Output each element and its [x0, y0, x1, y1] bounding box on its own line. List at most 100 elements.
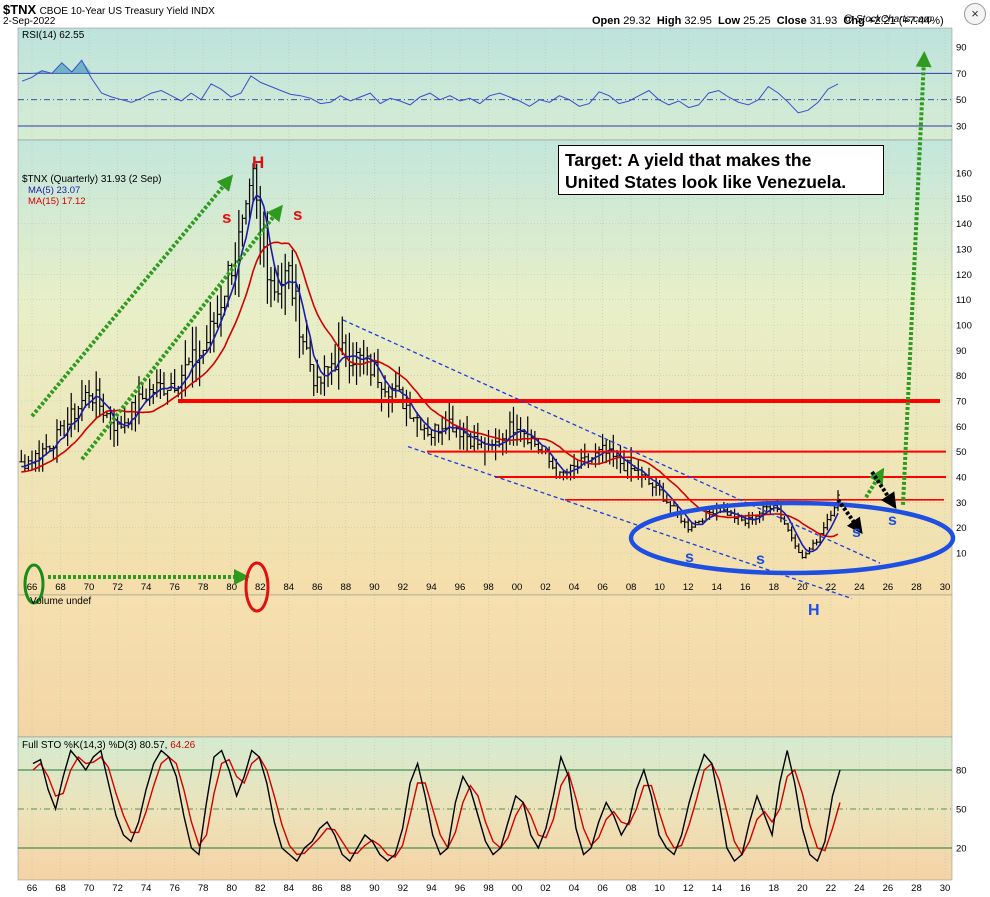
x-tick-label: 70 — [84, 582, 95, 593]
x-tick-label: 90 — [369, 883, 380, 894]
head-label-top: H — [252, 153, 264, 172]
x-tick-label: 94 — [426, 883, 437, 894]
shoulder-label-left: s — [222, 208, 231, 227]
shoulder-label-right: s — [293, 205, 302, 224]
chart-header: $TNX CBOE 10-Year US Treasury Yield INDX — [3, 2, 215, 17]
rsi-y-tick-label: 50 — [956, 95, 967, 106]
projection-arrow-down-2 — [870, 470, 897, 510]
rsi-y-tick-label: 90 — [956, 43, 967, 54]
sto-k-line — [32, 749, 841, 863]
x-tick-label: 20 — [797, 883, 808, 894]
x-tick-label: 10 — [654, 883, 665, 894]
y-tick-label: 120 — [956, 270, 972, 281]
x-tick-label: 84 — [283, 582, 294, 593]
watermark: @ StockCharts.com — [842, 14, 932, 25]
x-tick-label: 14 — [711, 582, 722, 593]
x-tick-label: 14 — [711, 883, 722, 894]
axis-layer: 66 66 68 68 70 70 72 72 74 74 76 76 78 78 80 80 82 82 84 84… — [27, 43, 972, 895]
y-tick-label: 140 — [956, 219, 972, 230]
projection-arrow-down-1 — [836, 498, 863, 535]
high-value: 32.95 — [684, 15, 712, 27]
y-tick-label: 30 — [956, 498, 967, 509]
x-tick-label: 92 — [398, 883, 409, 894]
high-label: High — [656, 15, 682, 27]
cycle-circle-66 — [23, 563, 45, 605]
x-tick-label: 70 — [84, 883, 95, 894]
x-tick-label: 84 — [283, 883, 294, 894]
legend-ma5: MA(5) 23.07 — [28, 185, 80, 196]
x-tick-label: 96 — [455, 582, 466, 593]
rsi-layer — [18, 59, 952, 127]
annotation-layer — [23, 51, 956, 613]
symbol: $TNX — [3, 2, 37, 17]
x-tick-label: 26 — [883, 582, 894, 593]
x-tick-label: 10 — [654, 582, 665, 593]
volume-title: Volume undef — [30, 596, 91, 607]
x-tick-label: 66 — [27, 883, 38, 894]
sto-y-tick-label: 20 — [956, 844, 967, 855]
target-line-1: Target: A yield that makes the — [565, 150, 812, 170]
x-tick-label: 72 — [112, 883, 123, 894]
y-tick-label: 100 — [956, 321, 972, 332]
chg-value: +2.21 (+7.44%) — [867, 15, 944, 27]
x-tick-label: 24 — [854, 883, 865, 894]
projection-arrow-up-1 — [864, 467, 885, 499]
y-tick-label: 70 — [956, 397, 967, 408]
x-tick-label: 08 — [626, 582, 637, 593]
x-tick-label: 28 — [911, 883, 922, 894]
x-tick-label: 98 — [483, 582, 494, 593]
sto-title-main: Full STO %K(14,3) %D(3) 80.57, — [22, 740, 167, 751]
shoulder-label-4: s — [852, 524, 861, 541]
x-tick-label: 24 — [854, 582, 865, 593]
legend-ma15: MA(15) 17.12 — [28, 196, 86, 207]
price-panel — [17, 139, 953, 596]
x-tick-label: 66 — [27, 582, 38, 593]
x-tick-label: 86 — [312, 582, 323, 593]
y-tick-label: 10 — [956, 549, 967, 560]
y-tick-label: 40 — [956, 473, 967, 484]
rsi-y-tick-label: 70 — [956, 69, 967, 80]
base-ellipse — [628, 500, 956, 576]
x-tick-label: 94 — [426, 582, 437, 593]
x-tick-label: 12 — [683, 883, 694, 894]
x-tick-label: 74 — [141, 883, 152, 894]
x-tick-label: 76 — [169, 582, 180, 593]
y-tick-label: 160 — [956, 169, 972, 180]
close-icon[interactable]: × — [964, 3, 986, 25]
x-tick-label: 76 — [169, 883, 180, 894]
x-tick-label: 90 — [369, 582, 380, 593]
x-tick-label: 88 — [341, 883, 352, 894]
rsi-panel — [17, 27, 953, 141]
x-tick-label: 78 — [198, 582, 209, 593]
projection-arrow-target — [901, 51, 932, 505]
open-value: 29.32 — [623, 15, 651, 27]
x-tick-label: 30 — [940, 883, 951, 894]
x-tick-label: 68 — [55, 582, 66, 593]
x-tick-label: 08 — [626, 883, 637, 894]
open-label: Open — [592, 15, 621, 27]
channel-upper — [342, 319, 881, 564]
chg-label: Chg — [843, 15, 865, 27]
x-tick-label: 00 — [512, 582, 523, 593]
chart-date: 2-Sep-2022 — [3, 16, 56, 27]
x-tick-label: 74 — [141, 582, 152, 593]
y-tick-label: 20 — [956, 523, 967, 534]
x-tick-label: 00 — [512, 883, 523, 894]
low-value: 25.25 — [743, 15, 771, 27]
x-tick-label: 18 — [769, 582, 780, 593]
x-tick-label: 16 — [740, 883, 751, 894]
x-tick-label: 80 — [226, 883, 237, 894]
low-label: Low — [718, 15, 741, 27]
y-tick-label: 60 — [956, 422, 967, 433]
sto-layer — [18, 749, 952, 863]
x-tick-label: 22 — [826, 582, 837, 593]
x-tick-label: 96 — [455, 883, 466, 894]
x-tick-label: 18 — [769, 883, 780, 894]
x-tick-label: 82 — [255, 883, 266, 894]
x-tick-label: 82 — [255, 582, 266, 593]
x-tick-label: 88 — [341, 582, 352, 593]
x-tick-label: 02 — [540, 883, 551, 894]
x-tick-label: 72 — [112, 582, 123, 593]
x-tick-label: 80 — [226, 582, 237, 593]
